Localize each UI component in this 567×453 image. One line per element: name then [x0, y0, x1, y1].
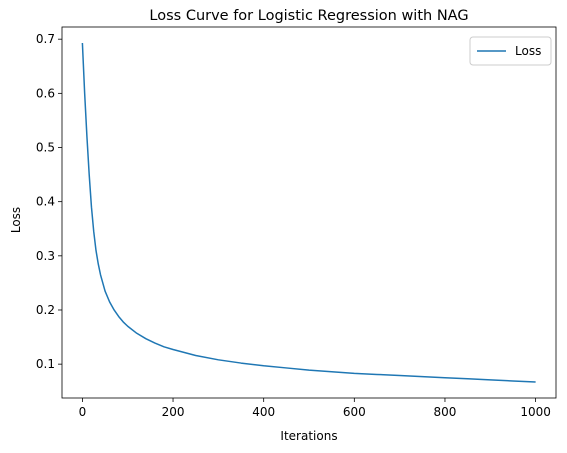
y-tick-label: 0.3 — [36, 249, 55, 263]
chart-title: Loss Curve for Logistic Regression with … — [149, 8, 468, 24]
x-axis-label: Iterations — [280, 429, 337, 443]
x-tick-label: 400 — [252, 405, 275, 419]
y-tick-label: 0.2 — [36, 303, 55, 317]
x-tick-label: 1000 — [520, 405, 551, 419]
x-axis-ticks: 0 200 400 600 800 1000 — [79, 398, 551, 419]
legend-box — [469, 36, 552, 66]
y-axis-ticks: 0.1 0.2 0.3 0.4 0.5 0.6 0.7 — [36, 32, 62, 371]
x-tick-label: 800 — [434, 405, 457, 419]
series-group — [81, 42, 536, 383]
y-tick-label: 0.6 — [36, 86, 55, 100]
y-tick-label: 0.4 — [36, 195, 55, 209]
y-tick-label: 0.5 — [36, 141, 55, 155]
y-axis-label: Loss — [9, 207, 23, 233]
legend-entry-loss: Loss — [515, 44, 541, 58]
plot-frame — [61, 26, 557, 399]
y-tick-label: 0.7 — [36, 32, 55, 46]
y-tick-label: 0.1 — [36, 357, 55, 371]
legend: Loss — [469, 36, 552, 66]
x-tick-label: 600 — [343, 405, 366, 419]
series-line-loss — [81, 42, 536, 383]
x-tick-label: 200 — [162, 405, 185, 419]
x-tick-label: 0 — [79, 405, 87, 419]
